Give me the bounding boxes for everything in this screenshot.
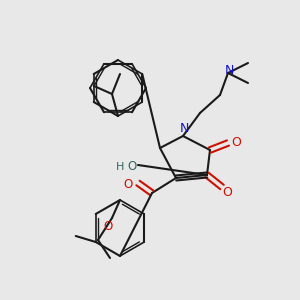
- Text: O: O: [123, 178, 133, 191]
- Text: O: O: [128, 160, 136, 173]
- Text: O: O: [103, 220, 112, 232]
- Text: O: O: [222, 185, 232, 199]
- Text: H: H: [116, 162, 124, 172]
- Text: O: O: [231, 136, 241, 149]
- Text: N: N: [224, 64, 234, 77]
- Text: N: N: [179, 122, 189, 134]
